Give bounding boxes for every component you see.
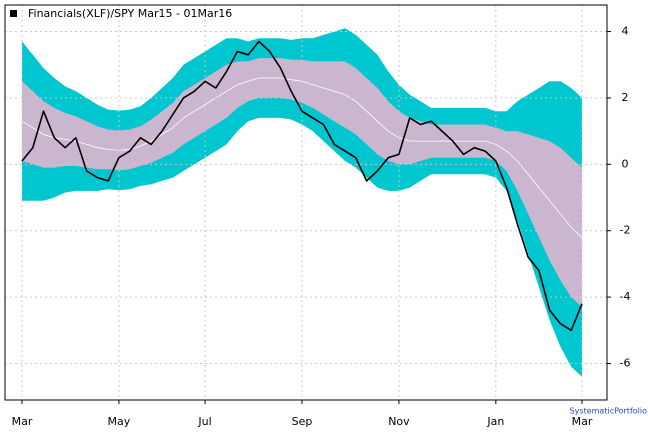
plot-area [5,5,607,400]
y-tick-label: 0 [622,157,629,170]
legend-swatch [10,10,17,17]
x-tick-label: Jan [486,415,504,428]
x-tick-label: Mar [572,415,593,428]
y-tick-label: -6 [620,356,631,369]
watermark: SystematicPortfolio [570,407,648,416]
y-tick-label: 2 [622,91,629,104]
y-tick-label: 4 [622,25,629,38]
legend-label: Financials(XLF)/SPY Mar15 - 01Mar16 [28,7,232,20]
inner-band [22,58,582,308]
x-tick-label: May [108,415,131,428]
y-tick-label: -2 [620,224,631,237]
y-tick-label: -4 [620,290,631,303]
x-tick-label: Mar [12,415,33,428]
x-tick-label: Jul [197,415,211,428]
x-tick-label: Sep [292,415,313,428]
plot-frame [4,4,608,401]
series-line [21,40,583,332]
x-tick-label: Nov [388,415,410,428]
